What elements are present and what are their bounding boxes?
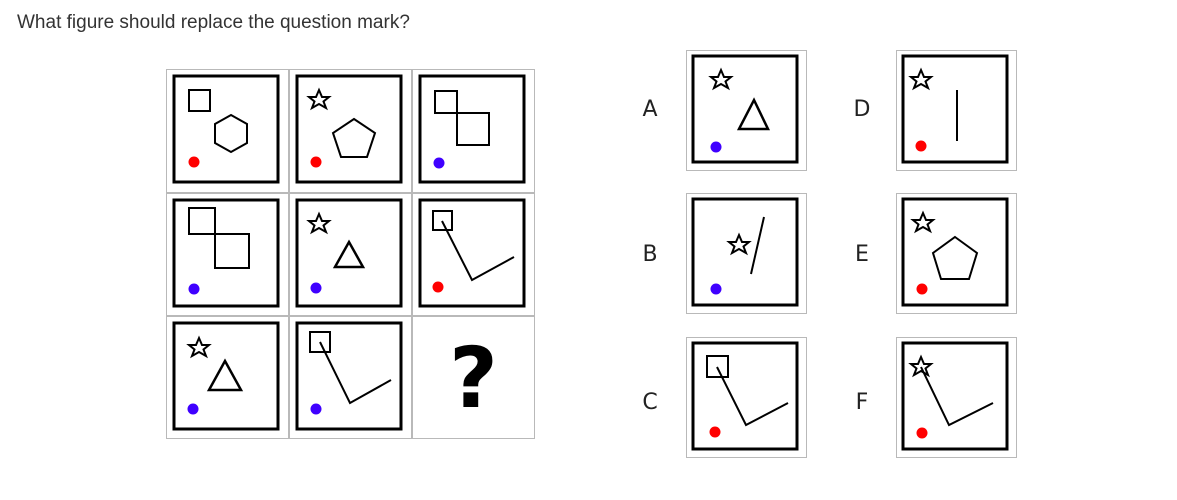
grid-divider (167, 192, 534, 194)
grid-cell-r1-c2 (290, 70, 411, 191)
option-d[interactable] (896, 50, 1017, 171)
option-b[interactable] (686, 193, 807, 314)
option-f[interactable] (896, 337, 1017, 458)
grid-cell-r2-c3 (413, 194, 534, 315)
option-c[interactable] (686, 337, 807, 458)
grid-cell-r1-c1 (167, 70, 288, 191)
question-mark: ? (449, 328, 498, 427)
grid-divider (411, 70, 413, 438)
option-label-b: B (642, 242, 658, 267)
option-label-a: A (642, 97, 658, 122)
option-label-e: E (855, 242, 869, 267)
grid-divider (288, 70, 290, 438)
option-label-f: F (855, 390, 869, 415)
option-a[interactable] (686, 50, 807, 171)
option-label-c: C (642, 390, 658, 415)
option-e[interactable] (896, 193, 1017, 314)
puzzle-grid: ? (166, 69, 535, 439)
grid-cell-r2-c1 (167, 194, 288, 315)
grid-divider (167, 315, 534, 317)
grid-cell-r2-c2 (290, 194, 411, 315)
question-text: What figure should replace the question … (17, 12, 410, 33)
grid-cell-r3-c3: ? (413, 317, 534, 438)
grid-cell-r3-c2 (290, 317, 411, 438)
grid-cell-r3-c1 (167, 317, 288, 438)
option-label-d: D (853, 97, 871, 122)
grid-cell-r1-c3 (413, 70, 534, 191)
